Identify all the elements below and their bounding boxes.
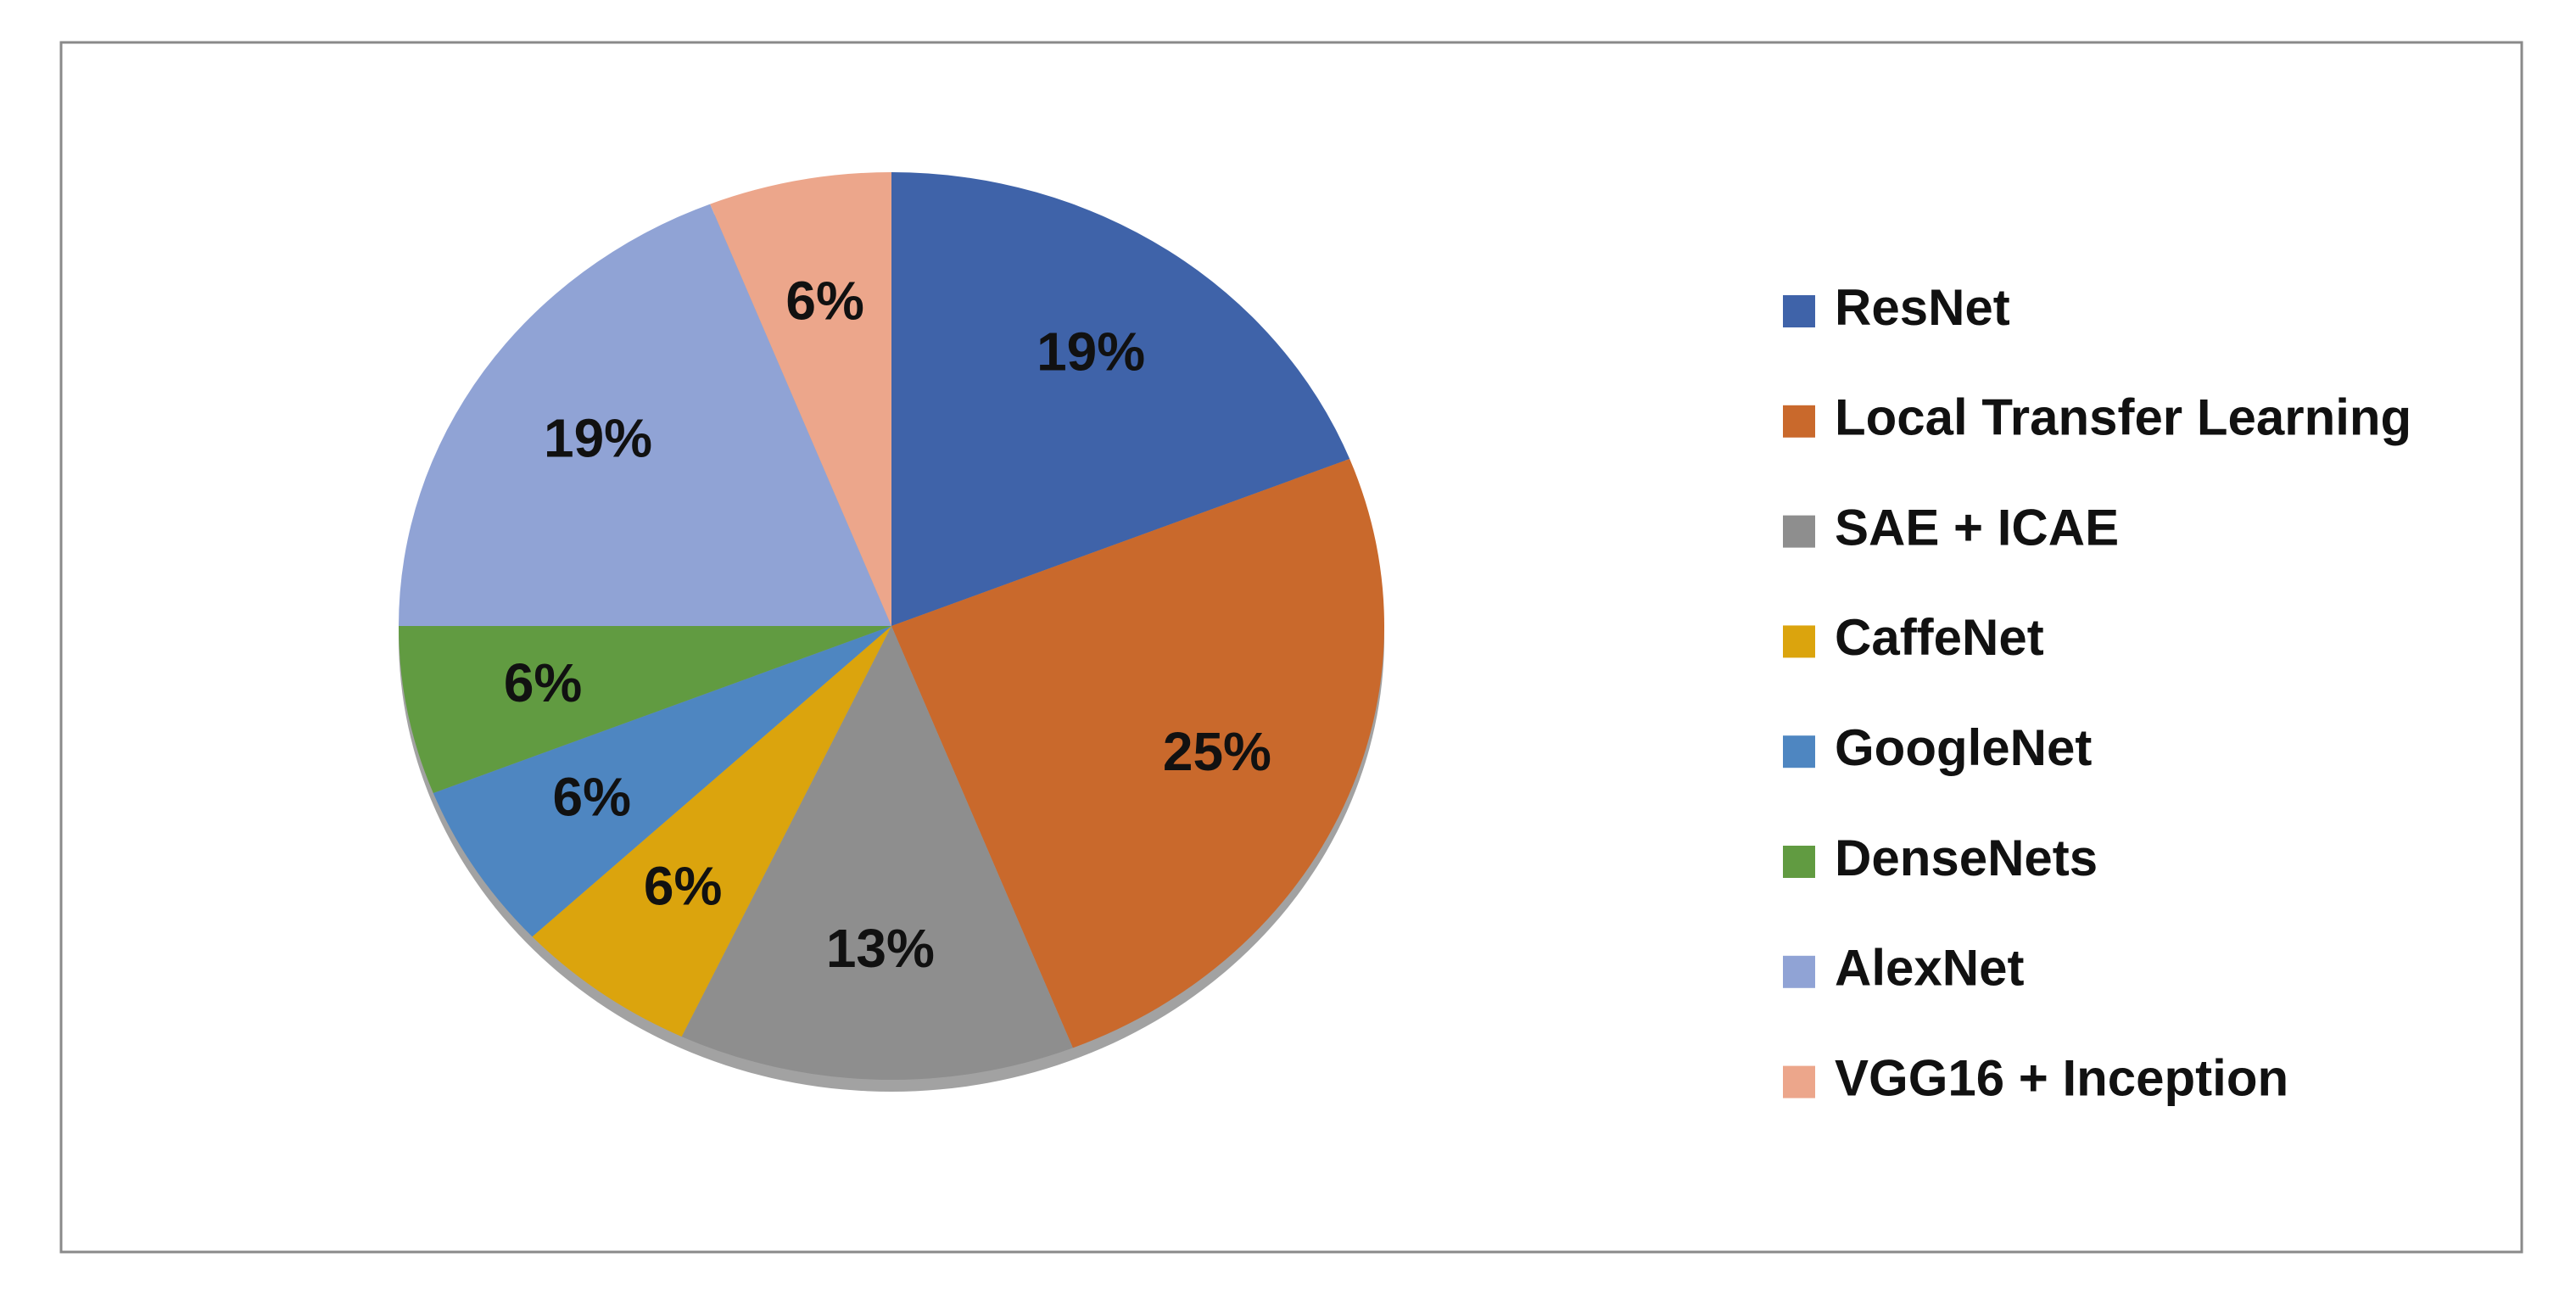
pie-slice: [681, 626, 1073, 1080]
legend-swatch: [1783, 1065, 1815, 1098]
legend-swatch: [1783, 625, 1815, 658]
data-label: 6%: [553, 766, 632, 827]
data-label: 6%: [644, 856, 723, 917]
legend-swatch: [1783, 405, 1815, 438]
pie-slice: [891, 459, 1385, 1048]
legend-swatch: [1783, 735, 1815, 768]
data-label: 25%: [1163, 721, 1271, 782]
legend-label: ResNet: [1835, 279, 2010, 336]
legend-label: Local Transfer Learning: [1835, 389, 2411, 446]
legend-label: VGG16 + Inception: [1835, 1049, 2288, 1106]
data-label: 19%: [544, 407, 652, 468]
data-label: 6%: [785, 271, 864, 332]
pie-slice: [433, 626, 891, 937]
pie-slice: [399, 204, 891, 626]
data-label: 19%: [1037, 321, 1145, 382]
pie-slice: [710, 172, 891, 626]
legend-label: AlexNet: [1835, 940, 2024, 997]
legend-swatch: [1783, 515, 1815, 548]
pie-slice: [399, 626, 891, 793]
legend-swatch: [1783, 846, 1815, 878]
legend-label: GoogleNet: [1835, 719, 2092, 776]
data-label: 6%: [504, 652, 583, 713]
pie-slice: [891, 172, 1350, 626]
legend-label: DenseNets: [1835, 830, 2098, 886]
legend-swatch: [1783, 295, 1815, 327]
legend-label: SAE + ICAE: [1835, 499, 2119, 556]
legend-swatch: [1783, 955, 1815, 988]
legend-label: CaffeNet: [1835, 609, 2044, 666]
pie-slice: [532, 626, 891, 1037]
data-label: 13%: [826, 918, 935, 979]
